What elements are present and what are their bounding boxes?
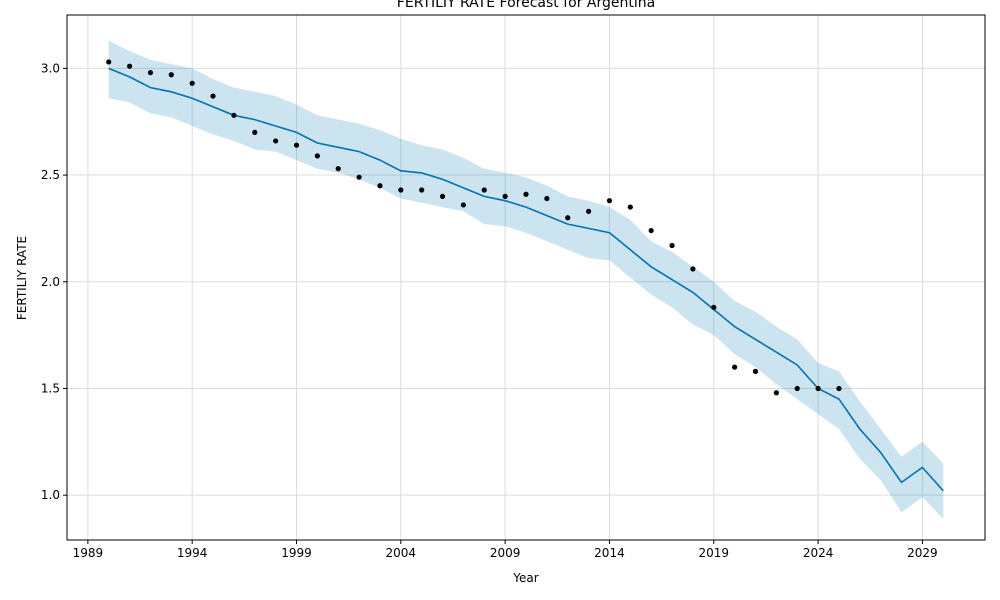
actual-point	[231, 112, 237, 118]
actual-point	[377, 183, 383, 189]
x-tick-label: 2009	[490, 546, 521, 560]
actual-point	[419, 187, 425, 193]
actual-point	[627, 204, 633, 210]
actual-point	[606, 198, 613, 204]
actual-point	[794, 385, 800, 392]
actual-point	[168, 72, 174, 78]
actual-point	[356, 174, 362, 180]
y-tick-label: 2.5	[41, 168, 60, 182]
actual-point	[502, 193, 508, 200]
y-axis-title: FERTILIY RATE	[15, 236, 29, 320]
actual-point	[690, 266, 696, 272]
actual-point	[314, 153, 320, 159]
chart-title: FERTILIY RATE Forecast for Argentina	[397, 0, 655, 11]
actual-point	[189, 80, 195, 86]
x-tick-label: 1999	[281, 546, 312, 560]
y-tick-label: 1.5	[41, 381, 60, 395]
actual-point	[732, 364, 738, 370]
actual-point	[523, 191, 529, 197]
grid	[67, 15, 985, 540]
plot-frame	[66, 14, 986, 541]
x-axis-ticks: 1989 1994 1999 2004 2009 2014 2019 2024 2029	[73, 540, 938, 560]
x-axis-title: Year	[512, 571, 538, 585]
actual-point	[210, 93, 216, 99]
actual-point	[460, 202, 467, 208]
actual-point	[711, 304, 717, 310]
x-tick-label: 2014	[594, 546, 625, 560]
x-tick-label: 1994	[177, 546, 208, 560]
x-tick-label: 2019	[698, 546, 729, 560]
actual-point	[565, 215, 571, 221]
uncertainty-band	[108, 40, 944, 519]
x-tick-label: 1989	[73, 546, 104, 560]
actual-point	[293, 142, 300, 148]
actual-point	[147, 70, 154, 76]
actual-point	[273, 138, 279, 144]
y-tick-label: 3.0	[41, 61, 60, 75]
actual-point	[773, 390, 779, 396]
actual-point	[752, 368, 759, 375]
y-axis-ticks: 1.0 1.5 2.0 2.5 3.0	[41, 61, 67, 502]
actual-points	[106, 59, 842, 396]
forecast-line	[108, 67, 944, 492]
x-tick-label: 2029	[907, 546, 938, 560]
x-tick-label: 2024	[803, 546, 834, 560]
y-tick-label: 2.0	[41, 275, 60, 289]
actual-point	[544, 195, 550, 202]
actual-point	[481, 187, 487, 193]
actual-point	[815, 385, 821, 392]
actual-point	[252, 129, 258, 135]
y-tick-label: 1.0	[41, 488, 60, 502]
actual-point	[648, 227, 654, 234]
actual-point	[669, 242, 675, 249]
actual-point	[439, 193, 446, 200]
actual-point	[126, 63, 133, 69]
x-tick-label: 2004	[386, 546, 417, 560]
actual-point	[836, 385, 842, 392]
actual-point	[398, 187, 404, 193]
actual-point	[585, 208, 592, 214]
actual-point	[106, 59, 112, 65]
actual-point	[335, 166, 341, 172]
